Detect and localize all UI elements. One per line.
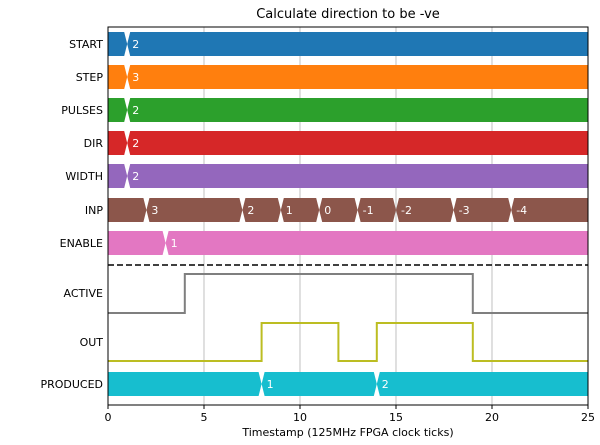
signal-produced-segment-2 [376,372,588,396]
signal-dir-row: 2 [108,131,588,155]
signal-step-segment-0 [108,65,128,89]
signal-pulses-segment-1 [127,98,588,122]
signal-inp-value-label: -4 [516,204,527,217]
signal-step-segment-1 [127,65,588,89]
signal-rows: 2 START 3 STEP 2 PULSES 2 DIR 2 WIDTH 3 2 1 0 -1 -2 -3 -4… [40,32,588,396]
signal-width-row: 2 [108,164,588,188]
signal-step-value-label: 3 [132,71,139,84]
signal-produced-value-label: 2 [382,378,389,391]
signal-start-row: 2 [108,32,588,56]
chart-title: Calculate direction to be -ve [256,7,440,22]
signal-inp-value-label: 3 [151,204,158,217]
x-tick-label: 25 [581,411,595,424]
signal-pulses-segment-0 [108,98,128,122]
signal-produced-value-label: 1 [267,378,274,391]
signal-step-row: 3 [108,65,588,89]
signal-inp-segment-8 [511,198,588,222]
signal-inp-segment-6 [396,198,454,222]
signal-out-label: OUT [80,336,104,349]
signal-inp-segment-7 [453,198,512,222]
signal-inp-value-label: -1 [363,204,374,217]
signal-inp-segment-4 [319,198,358,222]
signal-inp-label: INP [85,204,103,217]
signal-produced-label: PRODUCED [40,378,103,391]
signal-inp-segment-3 [280,198,320,222]
signal-enable-row: 1 [108,231,588,255]
x-axis: 0 5 10 15 20 25 [105,405,595,424]
signal-dir-segment-1 [127,131,588,155]
signal-active-waveform [108,273,588,314]
x-tick-label: 15 [389,411,403,424]
plot-frame [107,26,589,406]
signal-inp-value-label: 2 [247,204,254,217]
signal-width-value-label: 2 [132,170,139,183]
x-tick-label: 10 [293,411,307,424]
signal-step-label: STEP [76,71,104,84]
signal-active-label: ACTIVE [64,287,104,300]
signal-pulses-row: 2 [108,98,588,122]
signal-inp-row: 3 2 1 0 -1 -2 -3 -4 [108,198,588,222]
signal-width-label: WIDTH [65,170,103,183]
signal-start-segment-1 [127,32,588,56]
signal-inp-segment-0 [108,198,147,222]
signal-inp-value-label: -3 [459,204,470,217]
signal-inp-segment-2 [242,198,281,222]
signal-dir-label: DIR [84,137,104,150]
signal-dir-value-label: 2 [132,137,139,150]
signal-dir-segment-0 [108,131,128,155]
signal-inp-value-label: 1 [286,204,293,217]
x-tick-label: 5 [201,411,208,424]
signal-inp-value-label: 0 [324,204,331,217]
signal-inp-value-label: -2 [401,204,412,217]
signal-width-segment-0 [108,164,128,188]
signal-width-segment-1 [127,164,588,188]
x-tick-label: 0 [105,411,112,424]
signal-enable-segment-1 [165,231,588,255]
signal-out-waveform [108,322,588,362]
signal-enable-value-label: 1 [171,237,178,250]
signal-produced-segment-0 [108,372,262,396]
signal-start-segment-0 [108,32,128,56]
signal-enable-segment-0 [108,231,166,255]
signal-inp-segment-1 [146,198,243,222]
x-axis-label: Timestamp (125MHz FPGA clock ticks) [241,426,453,439]
signal-start-value-label: 2 [132,38,139,51]
signal-produced-segment-1 [261,372,377,396]
signal-start-label: START [69,38,103,51]
signal-enable-label: ENABLE [60,237,103,250]
signal-pulses-value-label: 2 [132,104,139,117]
x-tick-label: 20 [485,411,499,424]
signal-inp-segment-5 [357,198,396,222]
signal-pulses-label: PULSES [61,104,103,117]
